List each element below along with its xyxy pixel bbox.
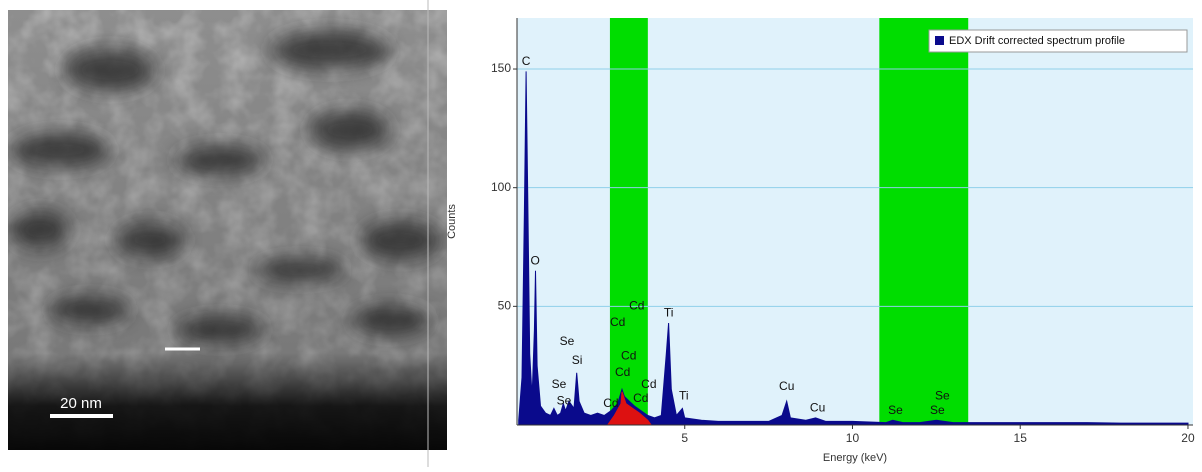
x-tick-label: 15 — [1014, 431, 1028, 445]
peak-label: Se — [557, 393, 572, 407]
peak-label: Cd — [603, 396, 618, 410]
peak-label: Se — [935, 389, 950, 403]
peak-label: Cd — [610, 315, 625, 329]
x-tick-label: 10 — [846, 431, 860, 445]
peak-label: Cd — [641, 377, 656, 391]
x-tick-label: 20 — [1181, 431, 1195, 445]
peak-label: Cu — [810, 401, 825, 415]
peak-label: Cd — [633, 391, 648, 405]
peak-label: Cu — [779, 379, 794, 393]
y-tick-label: 150 — [491, 61, 511, 75]
peak-label: C — [522, 54, 531, 68]
y-axis-label: Counts — [446, 204, 458, 239]
x-tick-label: 5 — [681, 431, 688, 445]
peak-label: Ti — [664, 306, 674, 320]
micrograph — [8, 10, 447, 450]
scale-bar-label: 20 nm — [60, 395, 102, 412]
peak-label: Cd — [615, 365, 630, 379]
spectrum-area — [606, 391, 653, 426]
peak-label: Cd — [629, 299, 644, 313]
peak-label: Ti — [679, 389, 689, 403]
region — [609, 18, 648, 425]
peak-label: Se — [552, 377, 567, 391]
legend-swatch — [935, 36, 944, 45]
peak-label: Se — [888, 403, 903, 417]
legend-label: EDX Drift corrected spectrum profile — [949, 35, 1125, 47]
y-tick-label: 50 — [498, 299, 512, 313]
region — [879, 18, 969, 425]
peak-label: Se — [560, 334, 575, 348]
x-axis-label: Energy (keV) — [823, 452, 887, 464]
peak-label: O — [530, 253, 539, 267]
y-tick-label: 100 — [491, 180, 511, 194]
legend-box — [928, 29, 1188, 53]
peak-label: Si — [572, 353, 583, 367]
spectrum-area — [518, 71, 1189, 426]
peak-label: Cd — [621, 348, 636, 362]
peak-label: Se — [930, 403, 945, 417]
